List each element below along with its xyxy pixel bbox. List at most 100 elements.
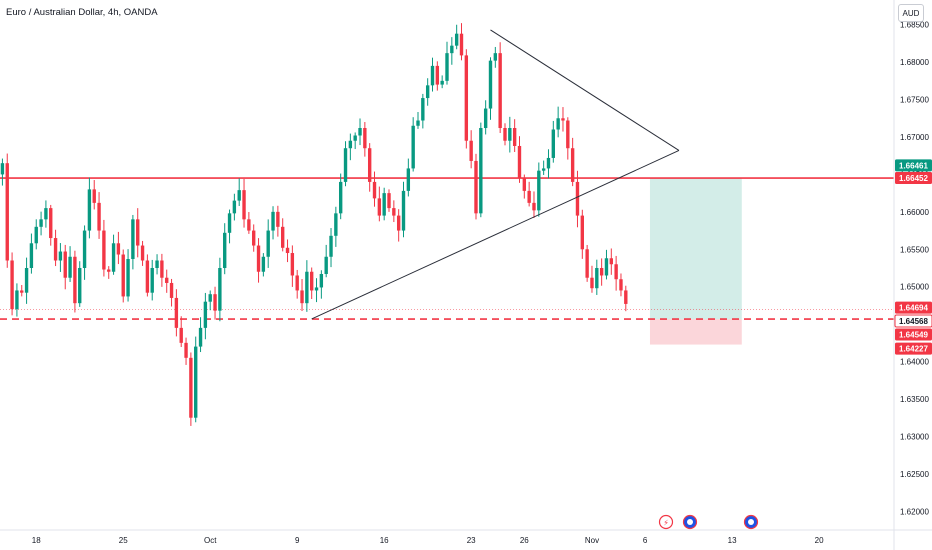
candle-body — [276, 211, 280, 227]
candle-body — [474, 160, 478, 214]
candle-body — [348, 140, 353, 149]
candle — [430, 57, 435, 92]
price-tick-label: 1.63500 — [900, 395, 929, 404]
candle-body — [121, 254, 125, 297]
candle-body — [107, 269, 111, 272]
candle — [242, 178, 246, 228]
candle-body — [111, 243, 116, 272]
time-tick-label: 26 — [520, 536, 529, 545]
candle — [208, 290, 212, 311]
candle-body — [561, 118, 565, 121]
time-tick-label: 25 — [119, 536, 128, 545]
candle — [474, 153, 478, 220]
candle — [401, 181, 406, 238]
candle — [295, 269, 299, 299]
candle-body — [479, 128, 483, 214]
time-tick-label: 16 — [380, 536, 389, 545]
event-icons[interactable]: ⚡ — [658, 514, 759, 530]
candle — [276, 205, 280, 237]
flag-icon[interactable] — [682, 514, 698, 530]
time-tick-label: Nov — [585, 536, 599, 545]
candle-body — [411, 125, 415, 169]
candle-body — [585, 249, 589, 278]
upper-trendline[interactable] — [490, 29, 680, 151]
candle — [406, 158, 411, 197]
lower-trendline[interactable] — [311, 150, 680, 320]
candle-body — [5, 163, 9, 261]
price-tags: 1.64694 1.64568 1.64549 1.64227 1.66452 1.664… — [894, 159, 932, 355]
candle-body — [498, 53, 502, 129]
candle-body — [454, 33, 459, 46]
candle-body — [503, 128, 507, 141]
candle-body — [392, 208, 396, 216]
candle — [256, 238, 261, 283]
candle — [271, 206, 275, 240]
candle — [87, 177, 92, 239]
candle — [440, 75, 444, 89]
price-axis[interactable]: 1.685001.680001.675001.670001.665001.660… — [900, 21, 929, 517]
stop-low-tag-label: 1.64549 — [899, 330, 928, 339]
candle — [44, 200, 48, 228]
candle-body — [604, 258, 609, 276]
candle-body — [126, 259, 130, 297]
candle — [503, 123, 507, 146]
candle-body — [488, 60, 493, 109]
candle-body — [421, 98, 425, 121]
candle — [102, 219, 106, 277]
candle-body — [290, 253, 295, 276]
candle — [194, 336, 198, 423]
candle — [223, 223, 227, 275]
candle-body — [372, 181, 377, 199]
candle — [522, 174, 527, 199]
candle-body — [314, 287, 319, 291]
lightning-icon-circle[interactable] — [658, 514, 674, 530]
candle-body — [619, 279, 623, 291]
candle-body — [242, 190, 246, 220]
candle — [570, 137, 575, 187]
candle — [425, 78, 430, 106]
candle-body — [223, 232, 227, 268]
time-tick-label: 20 — [815, 536, 824, 545]
candle — [290, 245, 295, 287]
candle — [24, 257, 29, 304]
candle — [49, 204, 53, 246]
candle-body — [483, 108, 488, 129]
candle-body — [387, 193, 391, 209]
candle-body — [382, 193, 386, 216]
time-tick-label: 6 — [643, 536, 648, 545]
candle — [445, 41, 449, 85]
candle — [319, 270, 324, 299]
candle — [0, 158, 5, 186]
candle — [561, 107, 565, 132]
triangle-pattern[interactable] — [311, 29, 680, 320]
lightning-icon[interactable]: ⚡ — [658, 514, 674, 530]
candle — [324, 244, 328, 278]
calendar-event-icon[interactable] — [743, 514, 759, 530]
candle-body — [377, 198, 382, 216]
candle — [310, 267, 314, 300]
candle-body — [319, 273, 324, 288]
candle — [575, 170, 580, 228]
candle — [348, 133, 353, 161]
candle — [479, 122, 483, 218]
candle-body — [184, 342, 188, 358]
candle — [459, 23, 464, 61]
candle-body — [450, 45, 454, 54]
time-axis[interactable]: 18 25 Oct 9 16 23 26 Nov 6 13 20 — [32, 536, 824, 545]
candle — [266, 219, 270, 268]
candle-body — [401, 190, 406, 231]
candle-body — [63, 251, 67, 278]
candle — [261, 253, 266, 277]
candle — [609, 248, 613, 275]
candle-body — [508, 128, 512, 141]
candle-body — [527, 190, 531, 203]
candle — [566, 117, 570, 160]
candle-body — [406, 168, 411, 191]
candle-body — [570, 148, 575, 182]
candle-body — [425, 85, 430, 99]
currency-button[interactable]: AUD — [898, 4, 924, 22]
entry-price-tag: 1.64568 — [894, 314, 932, 328]
candle-body — [396, 215, 401, 231]
candle-body — [213, 294, 217, 311]
